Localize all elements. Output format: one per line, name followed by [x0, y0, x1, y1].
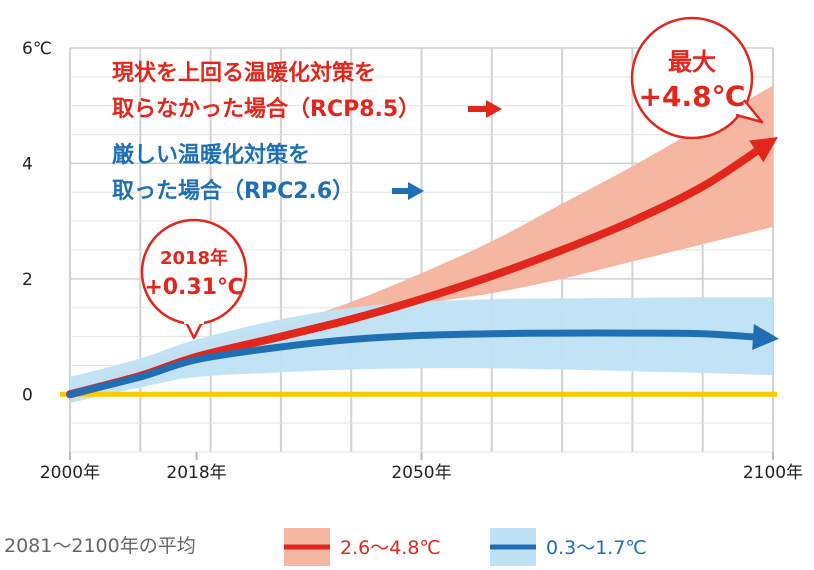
band-rpc26 [70, 297, 773, 403]
x-tick-label: 2050年 [391, 463, 451, 483]
axes: 6℃ 4 2 0 2000年 2018年 2050年 2100年 [22, 39, 803, 483]
rcp85-annotation-line1: 現状を上回る温暖化対策を [112, 60, 376, 86]
arrow-right-icon [468, 100, 502, 118]
x-tick-label: 2018年 [166, 463, 226, 483]
y-tick-label: 6℃ [22, 39, 52, 59]
series-lines [66, 137, 779, 399]
rcp26-annotation-line2: 取った場合（RPC2.6） [112, 178, 354, 204]
callout-2018-value: +0.31℃ [144, 275, 243, 300]
x-tick-label: 2000年 [40, 463, 100, 483]
rcp26-annotation-line1: 厳しい温暖化対策を [112, 142, 310, 168]
x-tick-label: 2100年 [743, 463, 803, 483]
series-arrowhead-rcp85 [749, 137, 779, 163]
callout-max: 最大 +4.8℃ [630, 16, 764, 140]
y-tick-label: 2 [22, 270, 33, 290]
callout-max-label: 最大 [668, 48, 716, 76]
series-arrowhead-rpc26 [752, 324, 779, 350]
series-line-rpc26 [66, 329, 763, 398]
legend-item-rcp85: 2.6〜4.8℃ [284, 528, 441, 566]
legend-label-rcp26: 0.3〜1.7℃ [546, 537, 647, 559]
rcp85-annotation-line2: 取らなかった場合（RCP8.5） [112, 96, 420, 122]
legend-label-rcp85: 2.6〜4.8℃ [340, 537, 441, 559]
callout-2018-year: 2018年 [160, 247, 228, 269]
callout-2018: 2018年 +0.31℃ [140, 218, 248, 340]
rcp85-annotation: 現状を上回る温暖化対策を 取らなかった場合（RCP8.5） [112, 60, 502, 122]
legend: 2081〜2100年の平均 2.6〜4.8℃ 0.3〜1.7℃ [4, 528, 647, 566]
y-tick-label: 4 [22, 154, 33, 174]
uncertainty-bands [70, 85, 773, 403]
y-tick-label: 0 [22, 385, 33, 405]
callout-max-value: +4.8℃ [639, 80, 746, 113]
legend-title: 2081〜2100年の平均 [4, 535, 196, 557]
arrow-right-icon [392, 182, 424, 200]
rcp26-annotation: 厳しい温暖化対策を 取った場合（RPC2.6） [112, 142, 424, 204]
legend-item-rcp26: 0.3〜1.7℃ [490, 528, 647, 566]
